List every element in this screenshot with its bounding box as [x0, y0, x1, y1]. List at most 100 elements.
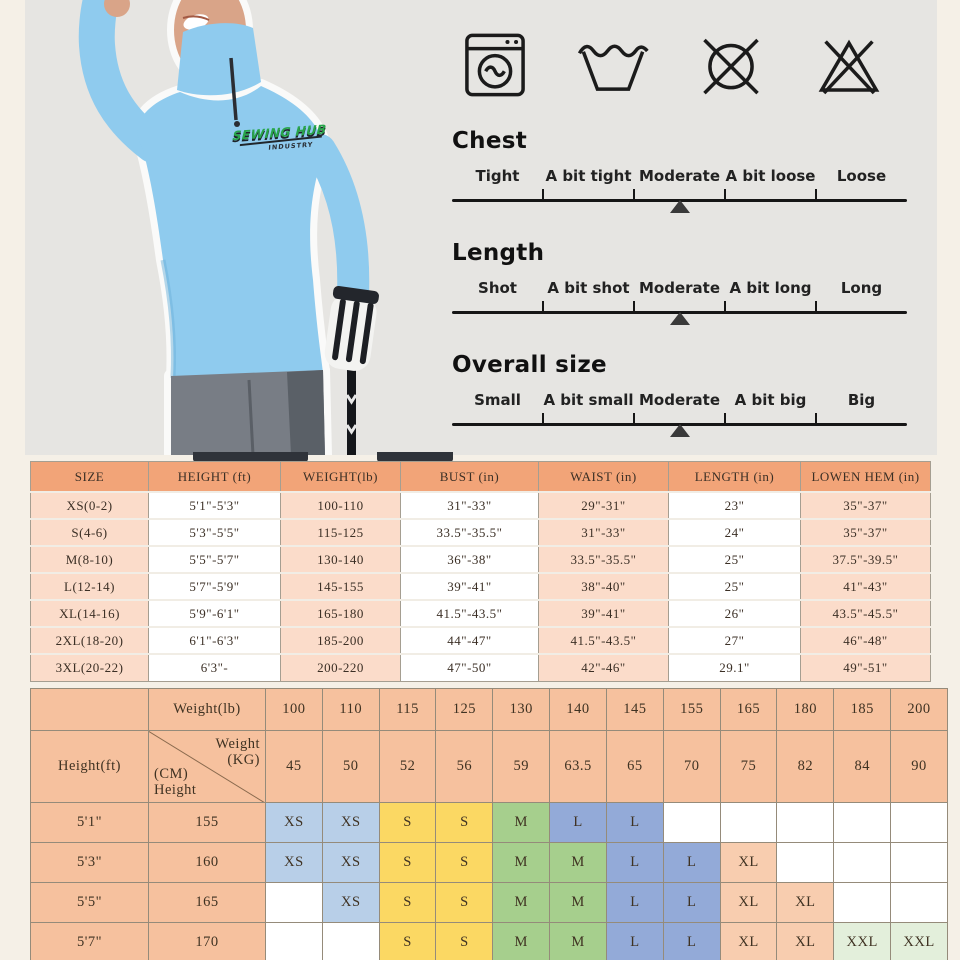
matrix-size-cell: S — [378, 802, 437, 843]
matrix-height-ft-cell: 5'7" — [30, 922, 149, 960]
fit-scale-label: A bit loose — [725, 167, 816, 185]
height-weight-matrix-table: Weight(lb) 100 110 115 125 130 140 145 155 165 180… — [30, 688, 948, 960]
fit-scale-marker-triangle — [669, 424, 690, 437]
matrix-size-cell: XL — [776, 922, 835, 960]
matrix-size-cell: L — [605, 802, 664, 843]
size-chart-row: XL(14-16) 5'9"-6'1" 165-180 41.5"-43.5" 39"-… — [30, 599, 931, 628]
matrix-size-cell — [321, 922, 380, 960]
matrix-size-cell: XL — [776, 882, 835, 923]
matrix-size-cell: S — [378, 882, 437, 923]
shirt-torso — [137, 86, 325, 378]
size-chart-cell: L(12-14) — [30, 572, 149, 601]
size-chart-cell: 5'1"-5'3" — [148, 491, 281, 520]
size-chart-cell: 5'7"-5'9" — [148, 572, 281, 601]
size-chart-row: L(12-14) 5'7"-5'9" 145-155 39"-41" 38"-40" 25… — [30, 572, 931, 601]
matrix-weight-lb-cell: 185 — [833, 688, 892, 731]
size-chart-cell: 200-220 — [280, 653, 401, 682]
matrix-size-cell: L — [662, 922, 721, 960]
care-icons-row — [455, 26, 889, 104]
size-chart-cell: XL(14-16) — [30, 599, 149, 628]
size-chart-header-cell: LENGTH (in) — [668, 461, 801, 493]
size-chart-cell: 38"-40" — [538, 572, 669, 601]
matrix-size-cell — [776, 802, 835, 843]
size-chart-cell: S(4-6) — [30, 518, 149, 547]
matrix-height-cm-cell: 160 — [148, 842, 266, 883]
matrix-weight-kg-cell: 52 — [378, 730, 437, 803]
fit-scale-tick — [633, 413, 635, 423]
fit-scale-tick — [815, 301, 817, 311]
matrix-size-cell: XS — [265, 802, 323, 843]
matrix-weight-lb-cell: 165 — [719, 688, 778, 731]
size-chart-header-cell: HEIGHT (ft) — [148, 461, 281, 493]
matrix-weight-kg-cell: 82 — [776, 730, 835, 803]
size-chart-cell: 41"-43" — [800, 572, 931, 601]
size-chart-header-row: SIZE HEIGHT (ft) WEIGHT(lb) BUST (in) WAIST … — [30, 461, 931, 493]
matrix-size-cell: M — [492, 882, 551, 923]
matrix-height-ft-cell: 5'1" — [30, 802, 149, 843]
matrix-height-ft-label: Height(ft) — [30, 730, 149, 803]
size-chart-cell: 24" — [668, 518, 801, 547]
size-chart-cell: 35"-37" — [800, 518, 931, 547]
fit-scale-label: Moderate — [638, 167, 720, 185]
matrix-size-cell — [890, 882, 948, 923]
matrix-size-cell: XL — [719, 842, 778, 883]
fit-scale-labels: Tight A bit tight Moderate A bit loose Loose — [452, 167, 907, 185]
matrix-size-cell: XXL — [833, 922, 892, 960]
size-chart-row: S(4-6) 5'3"-5'5" 115-125 33.5"-35.5" 31"-33"… — [30, 518, 931, 547]
raised-arm — [78, 0, 171, 163]
size-chart-cell: 5'3"-5'5" — [148, 518, 281, 547]
size-chart-header-cell: SIZE — [30, 461, 149, 493]
size-chart-cell: 26" — [668, 599, 801, 628]
machine-wash-icon — [465, 33, 525, 97]
fit-scale-tick — [542, 301, 544, 311]
size-chart-cell: 6'1"-6'3" — [148, 626, 281, 655]
fit-scale-labels: Shot A bit shot Moderate A bit long Long — [452, 279, 907, 297]
matrix-size-cell: S — [435, 802, 494, 843]
matrix-size-cell: S — [435, 922, 494, 960]
size-chart-cell: 41.5"-43.5" — [538, 626, 669, 655]
size-chart-header-cell: LOWEN HEM (in) — [800, 461, 931, 493]
size-chart-cell: 165-180 — [280, 599, 401, 628]
size-chart-cell: 35"-37" — [800, 491, 931, 520]
right-arm — [304, 134, 370, 311]
matrix-weight-lb-cell: 145 — [605, 688, 664, 731]
size-chart-cell: 44"-47" — [400, 626, 539, 655]
size-chart-cell: 25" — [668, 572, 801, 601]
matrix-size-cell: L — [605, 842, 664, 883]
matrix-height-cm-cell: 170 — [148, 922, 266, 960]
fit-scale-overall-size: Overall size Small A bit small Moderate A bi… — [452, 352, 907, 441]
fit-scale-tick — [633, 301, 635, 311]
matrix-size-cell: S — [378, 842, 437, 883]
matrix-size-cell — [265, 882, 323, 923]
matrix-weight-kg-cell: 65 — [605, 730, 664, 803]
shirt-collar — [177, 23, 261, 96]
matrix-size-cell: S — [435, 882, 494, 923]
size-chart-cell: 46"-48" — [800, 626, 931, 655]
size-chart-cell: 42"-46" — [538, 653, 669, 682]
fit-scale-label: Shot — [478, 279, 517, 297]
fit-scale-label: A bit shot — [547, 279, 630, 297]
fit-scale-title: Overall size — [452, 352, 607, 378]
matrix-data-row: 5'7" 170 S S M M L L XL XL XXL XXL — [30, 922, 948, 960]
size-chart-cell: 29.1" — [668, 653, 801, 682]
matrix-weight-lb-cell: 200 — [890, 688, 948, 731]
matrix-header-row-kg: Height(ft) Weight (KG) (CM) Height 45 50 52 56… — [30, 730, 948, 803]
fit-scale-line — [452, 187, 907, 217]
size-chart-header-cell: BUST (in) — [400, 461, 539, 493]
matrix-weight-lb-cell: 140 — [549, 688, 607, 731]
matrix-size-cell — [890, 802, 948, 843]
size-chart-row: 2XL(18-20) 6'1"-6'3" 185-200 44"-47" 41.5"-4… — [30, 626, 931, 655]
size-chart-row: 3XL(20-22) 6'3"- 200-220 47"-50" 42"-46" 29.1… — [30, 653, 931, 682]
do-not-bleach-icon — [818, 39, 880, 95]
size-chart-cell: 31"-33" — [400, 491, 539, 520]
top-panel: SEWING HUB INDUSTRY — [25, 0, 937, 455]
fit-scale-label: A bit small — [543, 391, 634, 409]
size-chart-cell: 2XL(18-20) — [30, 626, 149, 655]
fit-scale-tick — [542, 413, 544, 423]
matrix-weight-lb-cell: 155 — [662, 688, 721, 731]
matrix-size-cell — [833, 802, 892, 843]
matrix-size-cell: S — [435, 842, 494, 883]
size-chart-cell: 43.5"-45.5" — [800, 599, 931, 628]
size-chart-cell: 29"-31" — [538, 491, 669, 520]
